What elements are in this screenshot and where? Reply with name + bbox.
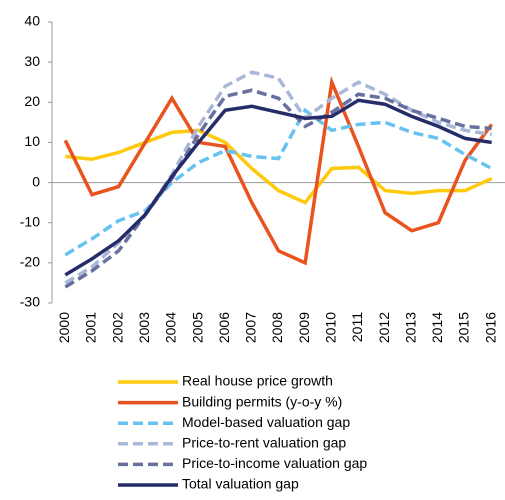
x-tick-label: 2015	[456, 312, 472, 343]
legend-label: Price-to-rent valuation gap	[182, 435, 346, 451]
x-tick-label: 2013	[402, 312, 418, 343]
x-tick-label: 2000	[56, 312, 72, 343]
x-tick-label: 2007	[243, 312, 259, 343]
x-tick-label: 2003	[136, 312, 152, 343]
x-tick-label: 2014	[429, 312, 445, 343]
x-tick-label: 2005	[189, 312, 205, 343]
series-line	[63, 75, 494, 266]
series-line	[64, 107, 493, 257]
series-line	[64, 98, 492, 277]
y-tick-label: -10	[20, 213, 40, 229]
x-tick-label: 2010	[322, 312, 338, 343]
series-line	[65, 128, 493, 205]
legend-label: Price-to-income valuation gap	[182, 455, 367, 471]
y-tick-label: 20	[24, 93, 40, 109]
y-tick-label: 0	[32, 173, 40, 189]
x-tick-label: 2008	[269, 312, 285, 343]
x-tick-label: 2004	[163, 312, 179, 343]
y-tick-label: -20	[20, 254, 40, 270]
legend-label: Model-based valuation gap	[182, 414, 350, 430]
x-tick-label: 2012	[376, 312, 392, 343]
y-tick-label: 40	[24, 13, 40, 29]
legend-label: Total valuation gap	[182, 476, 299, 492]
legend-label: Real house price growth	[182, 373, 333, 389]
x-tick-label: 2006	[216, 312, 232, 343]
x-tick-label: 2002	[109, 312, 125, 343]
x-tick-label: 2011	[349, 312, 365, 342]
x-tick-label: 2016	[482, 312, 498, 343]
y-tick-label: -30	[20, 294, 40, 310]
x-tick-label: 2001	[83, 312, 99, 343]
series-line	[64, 88, 492, 289]
legend-label: Building permits (y-o-y %)	[182, 393, 342, 409]
y-tick-label: 30	[24, 53, 40, 69]
y-tick-label: 10	[24, 133, 40, 149]
x-tick-label: 2009	[296, 312, 312, 343]
